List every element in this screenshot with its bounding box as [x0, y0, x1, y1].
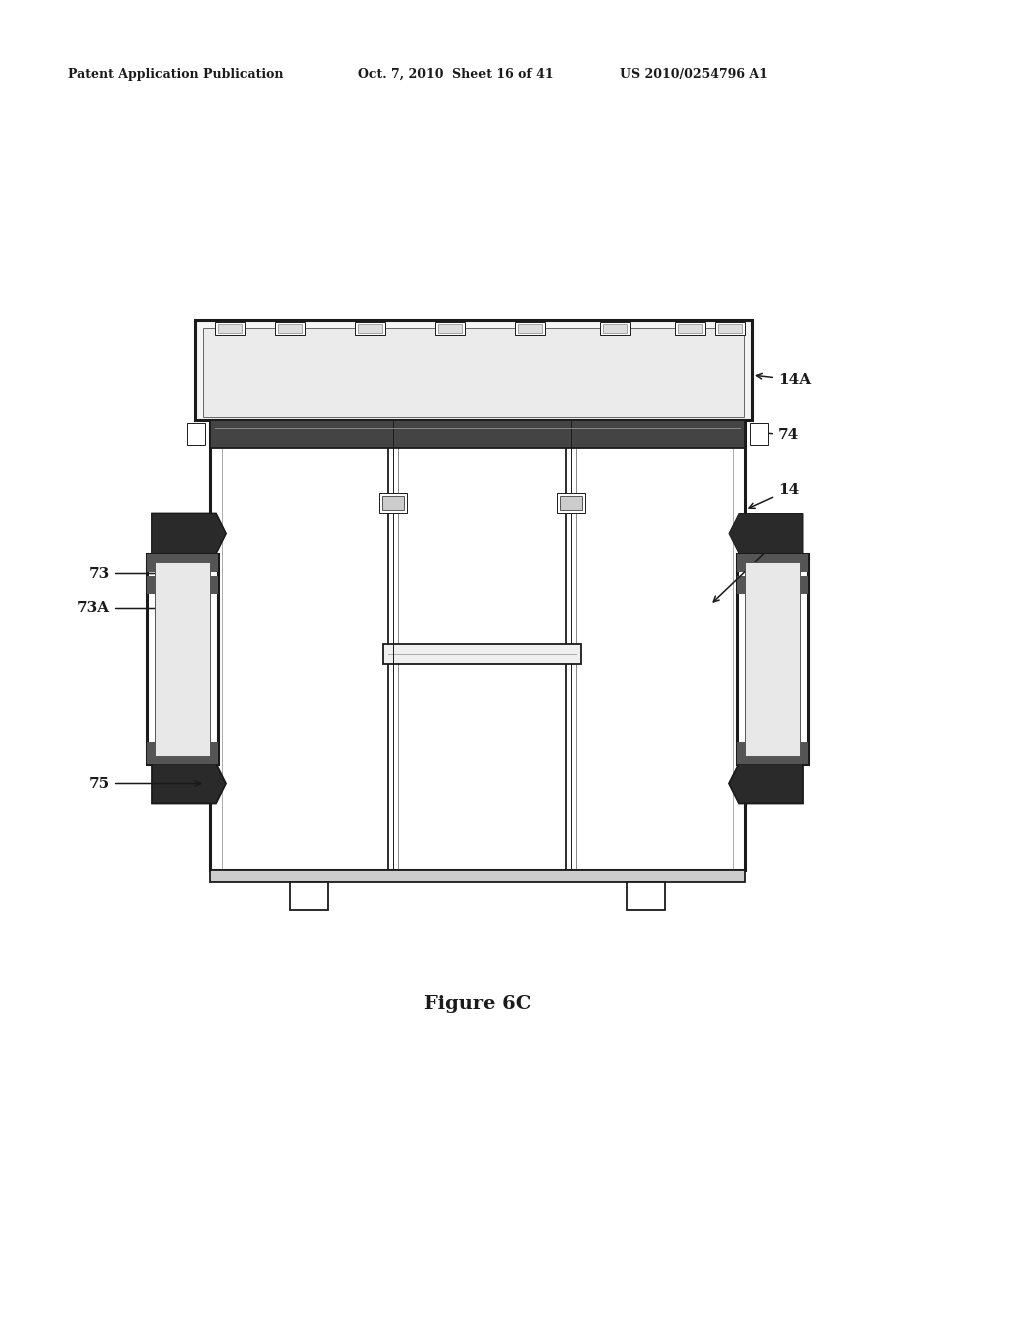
Bar: [715, 322, 745, 335]
Text: 74: 74: [757, 428, 800, 442]
Text: 78: 78: [714, 523, 800, 602]
Bar: [355, 322, 385, 335]
Bar: [195, 319, 752, 420]
Bar: [383, 644, 581, 664]
Bar: [560, 496, 582, 510]
Bar: [603, 323, 627, 333]
Text: Figure 6C: Figure 6C: [424, 995, 531, 1012]
Bar: [737, 553, 808, 763]
Bar: [210, 420, 745, 870]
Bar: [627, 882, 665, 909]
Text: 73: 73: [89, 566, 201, 581]
Text: 75: 75: [89, 776, 201, 791]
Bar: [147, 746, 218, 763]
Text: 14A: 14A: [757, 374, 811, 387]
Bar: [147, 742, 218, 759]
Text: Sheet 16 of 41: Sheet 16 of 41: [452, 69, 554, 81]
Polygon shape: [729, 513, 803, 553]
Text: 73A: 73A: [77, 602, 201, 615]
Bar: [435, 322, 465, 335]
Bar: [275, 322, 305, 335]
Bar: [382, 496, 404, 510]
Polygon shape: [152, 763, 226, 804]
Bar: [278, 323, 302, 333]
Bar: [203, 327, 744, 417]
Bar: [678, 323, 702, 333]
Bar: [187, 422, 205, 445]
Bar: [210, 420, 745, 447]
Bar: [557, 492, 585, 513]
Bar: [210, 870, 745, 882]
Text: Patent Application Publication: Patent Application Publication: [68, 69, 284, 81]
Bar: [147, 553, 218, 572]
Bar: [737, 746, 808, 763]
Bar: [379, 492, 407, 513]
Bar: [358, 323, 382, 333]
Bar: [745, 561, 800, 755]
Bar: [675, 322, 705, 335]
Bar: [438, 323, 462, 333]
Text: US 2010/0254796 A1: US 2010/0254796 A1: [620, 69, 768, 81]
Bar: [737, 742, 808, 759]
Bar: [515, 322, 545, 335]
Polygon shape: [152, 513, 226, 553]
Bar: [737, 576, 808, 594]
Bar: [155, 561, 210, 755]
Text: Oct. 7, 2010: Oct. 7, 2010: [358, 69, 443, 81]
Bar: [215, 322, 245, 335]
Bar: [218, 323, 242, 333]
Bar: [737, 553, 808, 572]
Bar: [290, 882, 328, 909]
Bar: [147, 576, 218, 594]
Bar: [750, 422, 768, 445]
Polygon shape: [152, 513, 226, 553]
Bar: [718, 323, 742, 333]
Bar: [600, 322, 630, 335]
Polygon shape: [729, 763, 803, 804]
Bar: [147, 553, 218, 763]
Bar: [518, 323, 542, 333]
Text: 14: 14: [750, 483, 800, 508]
